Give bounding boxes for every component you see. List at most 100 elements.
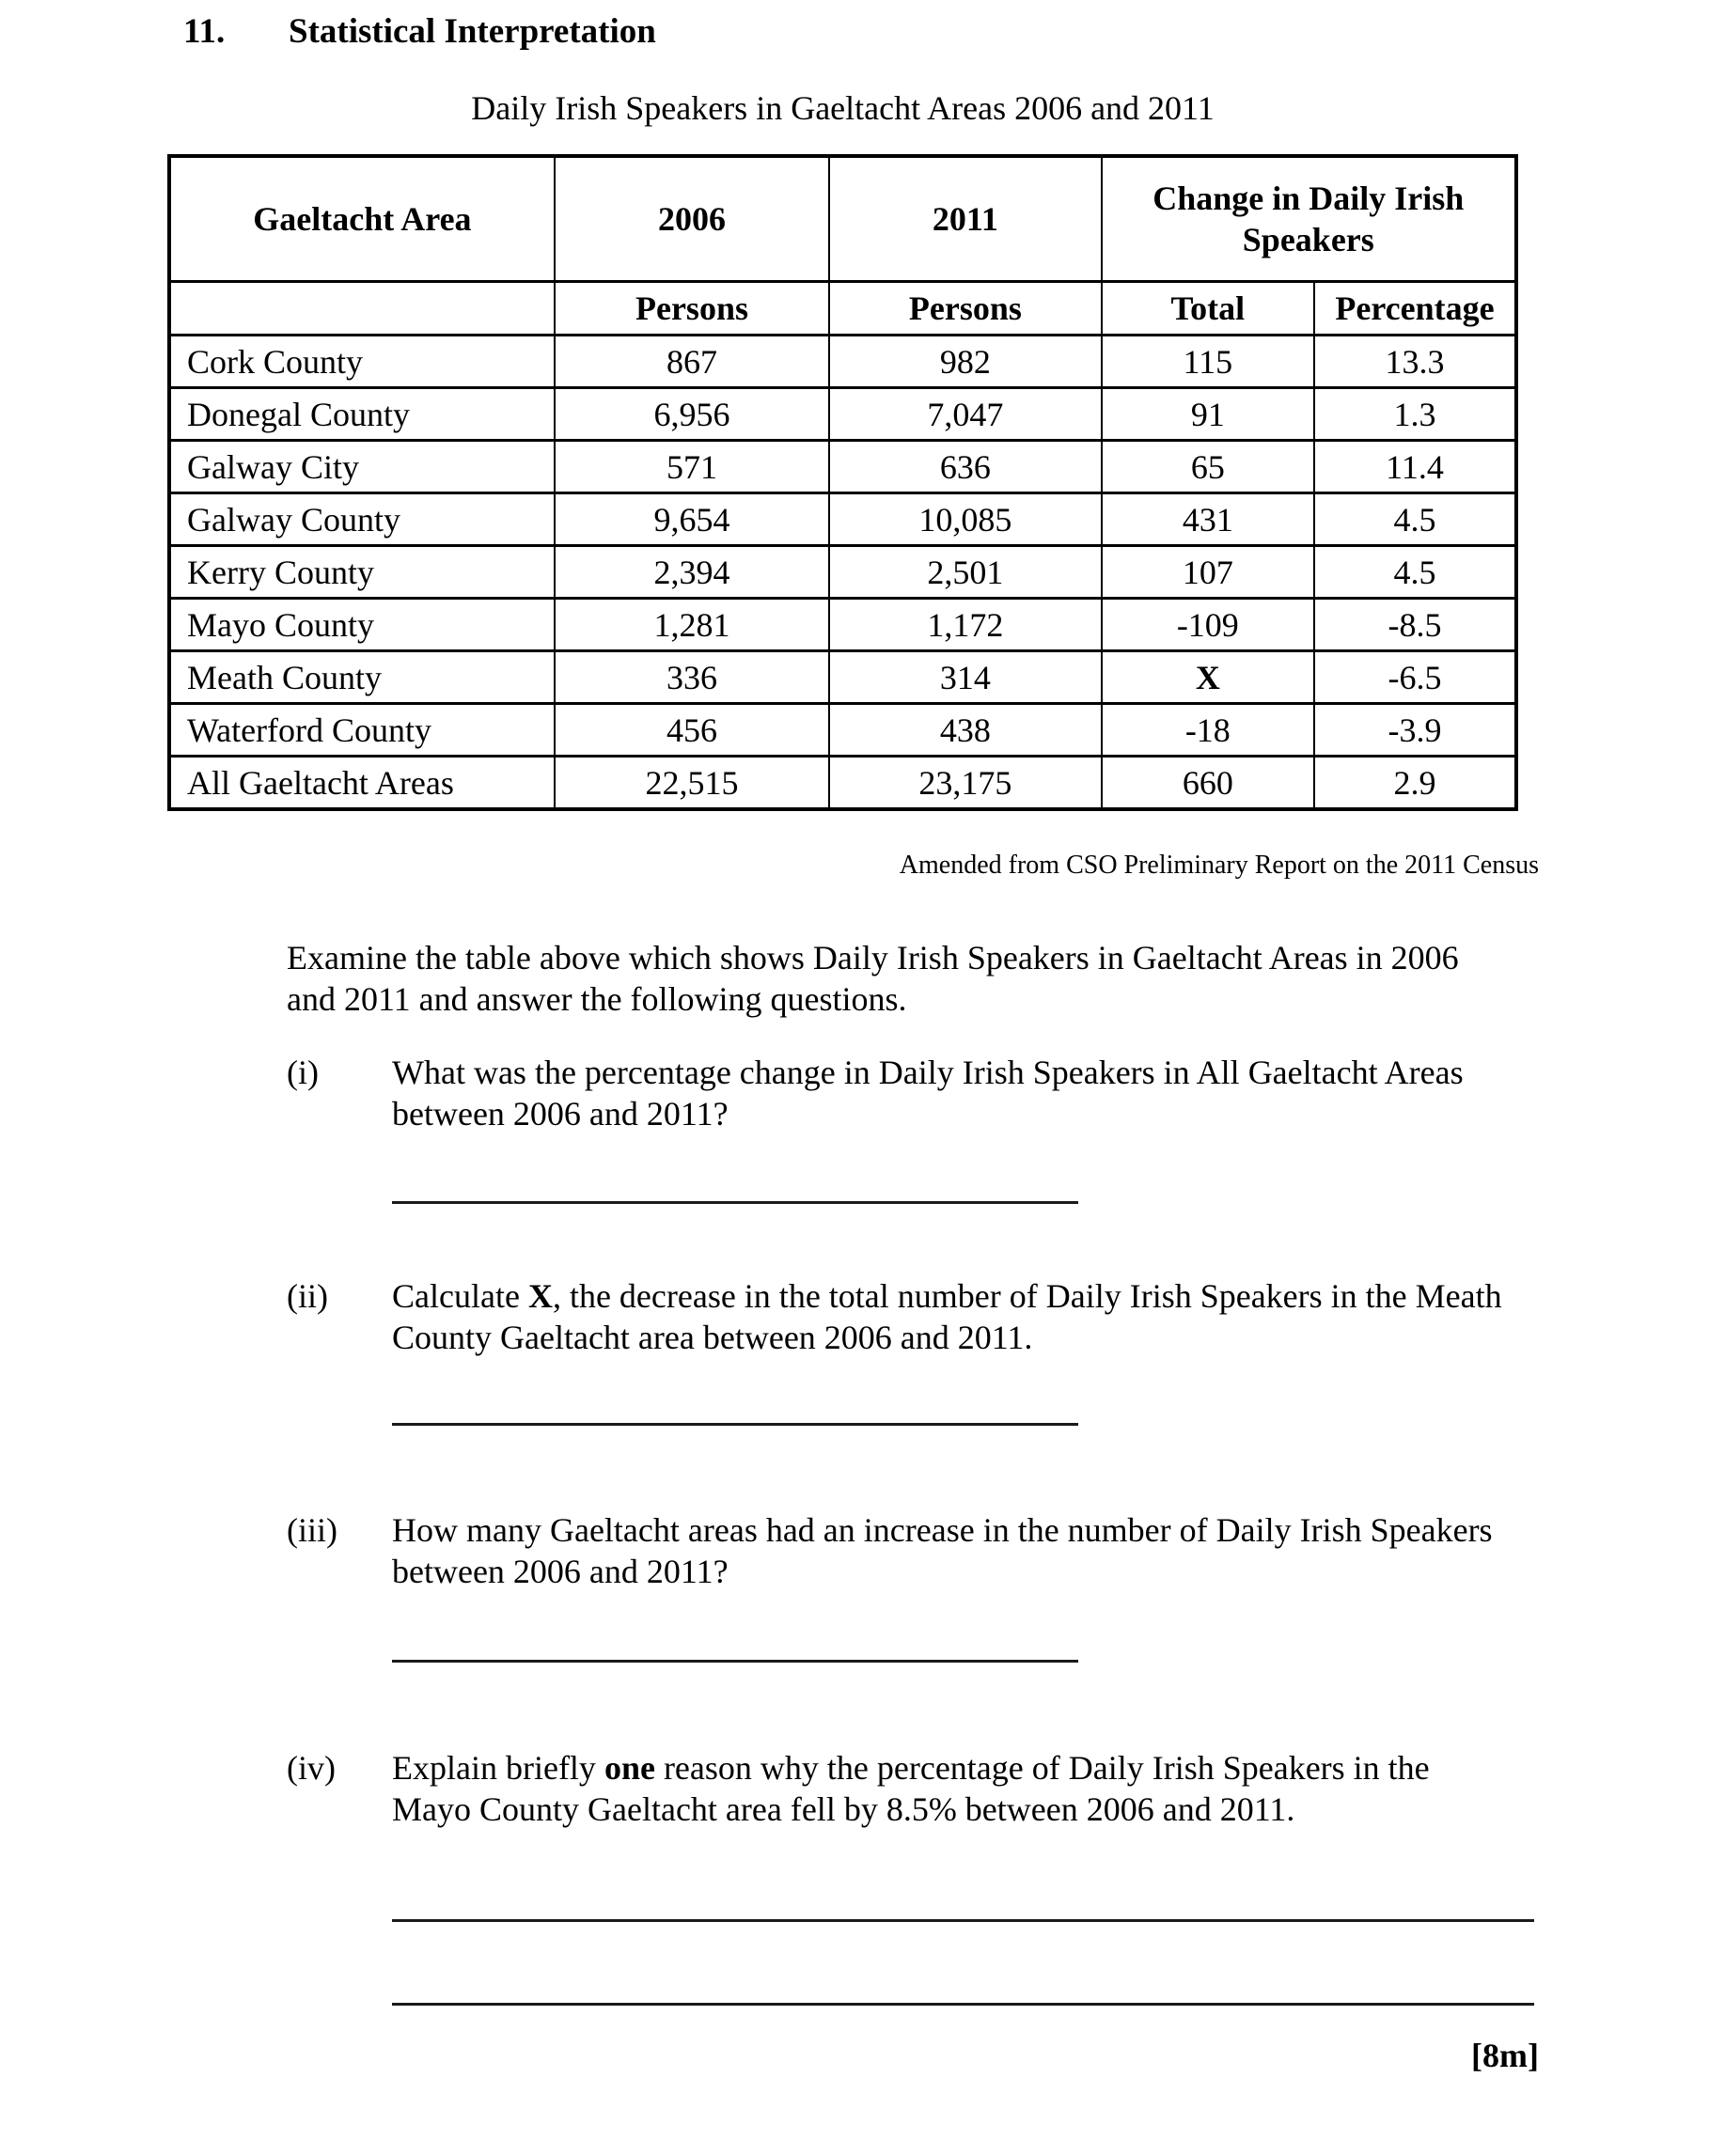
- table-header-row: Gaeltacht Area 2006 2011 Change in Daily…: [168, 154, 1518, 283]
- cell-gaeltacht-area: Mayo County: [168, 597, 556, 652]
- question-ii-line-1-bold: X: [527, 1277, 553, 1315]
- col-header-change-text: Change in Daily Irish Speakers: [1152, 180, 1465, 258]
- cell-persons-2011: 7,047: [828, 386, 1103, 442]
- cell-gaeltacht-area: Galway City: [168, 439, 556, 494]
- table-title: Daily Irish Speakers in Gaeltacht Areas …: [471, 89, 1215, 127]
- table-row: Meath County 336 314 X -6.5: [168, 649, 1517, 705]
- table-row: Donegal County 6,956 7,047 91 1.3: [168, 386, 1517, 442]
- question-i-text: What was the percentage change in Daily …: [392, 1052, 1464, 1134]
- col-header-2006: 2006: [553, 154, 831, 283]
- cell-persons-2011: 10,085: [828, 492, 1103, 547]
- cell-change-percentage: -6.5: [1313, 649, 1517, 705]
- cell-persons-2011: 23,175: [828, 755, 1103, 811]
- cell-change-total: 65: [1100, 439, 1316, 494]
- cell-gaeltacht-area: Donegal County: [168, 386, 556, 442]
- question-iv-line-1: Explain briefly one reason why the perce…: [392, 1747, 1430, 1789]
- intro-paragraph: Examine the table above which shows Dail…: [287, 937, 1459, 1020]
- cell-change-percentage: 4.5: [1313, 492, 1517, 547]
- question-ii-line-2: County Gaeltacht area between 2006 and 2…: [392, 1319, 1033, 1356]
- cell-change-total: 107: [1100, 544, 1316, 600]
- question-iii-text: How many Gaeltacht areas had an increase…: [392, 1509, 1493, 1592]
- cell-persons-2011: 982: [828, 334, 1103, 389]
- cell-persons-2006: 1,281: [553, 597, 831, 652]
- subheader-total: Total: [1100, 280, 1316, 336]
- cell-persons-2006: 456: [553, 702, 831, 758]
- answer-line-iii: [392, 1660, 1078, 1663]
- answer-line-iv-2: [392, 2003, 1534, 2006]
- subheader-persons-2006: Persons: [553, 280, 831, 336]
- cell-persons-2006: 571: [553, 439, 831, 494]
- table-row: Mayo County 1,281 1,172 -109 -8.5: [168, 597, 1517, 652]
- subheader-empty: [168, 280, 556, 336]
- question-iv-line-1-post: reason why the percentage of Daily Irish…: [654, 1749, 1430, 1787]
- cell-change-percentage: 1.3: [1313, 386, 1517, 442]
- question-iv-label: (iv): [287, 1749, 336, 1787]
- table-row: All Gaeltacht Areas 22,515 23,175 660 2.…: [168, 755, 1517, 811]
- cell-change-total: 91: [1100, 386, 1316, 442]
- intro-line-2: and 2011 and answer the following questi…: [287, 980, 907, 1018]
- table-body: Cork County 867 982 115 13.3 Donegal Cou…: [168, 334, 1517, 811]
- question-iv: (iv) Explain briefly one reason why the …: [287, 1747, 1430, 1830]
- question-iv-line-2: Mayo County Gaeltacht area fell by 8.5% …: [392, 1790, 1295, 1828]
- marks-label: [8m]: [1471, 2037, 1539, 2074]
- table-row: Cork County 867 982 115 13.3: [168, 334, 1517, 389]
- cell-persons-2011: 636: [828, 439, 1103, 494]
- cell-persons-2011: 438: [828, 702, 1103, 758]
- cell-gaeltacht-area: Kerry County: [168, 544, 556, 600]
- cell-change-percentage: 11.4: [1313, 439, 1517, 494]
- cell-change-total: -109: [1100, 597, 1316, 652]
- question-iv-line-1-bold: one: [604, 1749, 655, 1787]
- question-i-label: (i): [287, 1054, 319, 1091]
- cell-change-percentage: -8.5: [1313, 597, 1517, 652]
- table-row: Waterford County 456 438 -18 -3.9: [168, 702, 1517, 758]
- cell-persons-2006: 336: [553, 649, 831, 705]
- answer-line-iv-1: [392, 1919, 1534, 1922]
- question-i-line-2: between 2006 and 2011?: [392, 1095, 729, 1133]
- cell-gaeltacht-area: Cork County: [168, 334, 556, 389]
- table-row: Galway City 571 636 65 11.4: [168, 439, 1517, 494]
- cell-gaeltacht-area: Galway County: [168, 492, 556, 547]
- question-i-line-1: What was the percentage change in Daily …: [392, 1054, 1464, 1091]
- gaeltacht-speakers-table: Gaeltacht Area 2006 2011 Change in Daily…: [167, 154, 1518, 811]
- cell-gaeltacht-area: All Gaeltacht Areas: [168, 755, 556, 811]
- question-ii-label: (ii): [287, 1277, 328, 1315]
- cell-persons-2006: 22,515: [553, 755, 831, 811]
- col-header-2011: 2011: [828, 154, 1103, 283]
- answer-line-ii: [392, 1423, 1078, 1426]
- cell-persons-2006: 2,394: [553, 544, 831, 600]
- subheader-percentage: Percentage: [1313, 280, 1517, 336]
- cell-change-percentage: -3.9: [1313, 702, 1517, 758]
- cell-persons-2011: 2,501: [828, 544, 1103, 600]
- table-row: Galway County 9,654 10,085 431 4.5: [168, 492, 1517, 547]
- cell-change-percentage: 13.3: [1313, 334, 1517, 389]
- question-iii-label: (iii): [287, 1511, 337, 1549]
- table-row: Kerry County 2,394 2,501 107 4.5: [168, 544, 1517, 600]
- cell-change-total: 660: [1100, 755, 1316, 811]
- cell-gaeltacht-area: Waterford County: [168, 702, 556, 758]
- cell-persons-2006: 6,956: [553, 386, 831, 442]
- cell-change-total: 431: [1100, 492, 1316, 547]
- question-number: 11.: [183, 12, 226, 51]
- cell-persons-2011: 314: [828, 649, 1103, 705]
- cell-persons-2006: 9,654: [553, 492, 831, 547]
- col-header-gaeltacht-area: Gaeltacht Area: [168, 154, 556, 283]
- question-i: (i) What was the percentage change in Da…: [287, 1052, 1464, 1134]
- question-iv-line-1-pre: Explain briefly: [392, 1749, 604, 1787]
- question-header: 11. Statistical Interpretation: [183, 11, 656, 52]
- source-note: Amended from CSO Preliminary Report on t…: [899, 851, 1539, 880]
- cell-gaeltacht-area: Meath County: [168, 649, 556, 705]
- cell-persons-2006: 867: [553, 334, 831, 389]
- question-ii-text: Calculate X, the decrease in the total n…: [392, 1275, 1502, 1358]
- intro-line-1: Examine the table above which shows Dail…: [287, 939, 1459, 976]
- question-ii-line-1: Calculate X, the decrease in the total n…: [392, 1275, 1502, 1317]
- cell-change-total: -18: [1100, 702, 1316, 758]
- cell-persons-2011: 1,172: [828, 597, 1103, 652]
- section-title: Statistical Interpretation: [289, 12, 656, 51]
- question-ii-line-1-pre: Calculate: [392, 1277, 528, 1315]
- table-subheader-row: Persons Persons Total Percentage: [168, 280, 1517, 336]
- cell-change-percentage: 2.9: [1313, 755, 1517, 811]
- question-iii-line-2: between 2006 and 2011?: [392, 1553, 729, 1590]
- question-iv-text: Explain briefly one reason why the perce…: [392, 1747, 1430, 1830]
- question-iii: (iii) How many Gaeltacht areas had an in…: [287, 1509, 1493, 1592]
